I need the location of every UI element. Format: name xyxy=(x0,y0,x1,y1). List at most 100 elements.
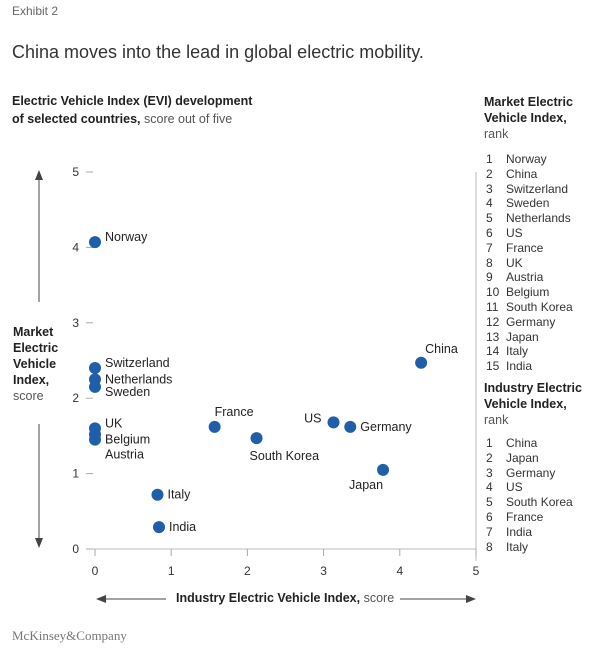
market-rank-item: 8 UK xyxy=(486,256,573,271)
point-label: Netherlands xyxy=(105,372,172,386)
industry-rank-heading-line2: Vehicle Index, xyxy=(484,397,567,411)
chart-title-line2: of selected countries, score out of five xyxy=(12,110,252,128)
industry-rank-item: 4 US xyxy=(486,480,573,495)
left-arrow-icon xyxy=(96,595,106,603)
rank-country: Switzerland xyxy=(506,181,569,196)
x-axis-label: Industry Electric Vehicle Index, score xyxy=(176,591,394,605)
y-axis-label-line4: Index, xyxy=(13,373,50,387)
rank-country: Norway xyxy=(506,152,547,166)
data-point-austria xyxy=(89,433,101,446)
headline: China moves into the lead in global elec… xyxy=(12,42,424,62)
market-rank-item: 15 India xyxy=(486,359,573,374)
rank-country: France xyxy=(506,240,544,255)
rank-number: 10 xyxy=(486,285,500,300)
rank-country: Japan xyxy=(506,450,539,465)
industry-rank-item: 7 India xyxy=(486,525,573,540)
point-label: Austria xyxy=(105,448,144,462)
y-tick-label: 5 xyxy=(72,165,79,179)
industry-rank-item: 3 Germany xyxy=(486,466,573,481)
rank-country: France xyxy=(506,509,544,524)
x-tick-label: 2 xyxy=(244,564,251,578)
point-label: US xyxy=(304,411,321,425)
rank-number: 3 xyxy=(486,181,493,196)
rank-number: 6 xyxy=(486,225,493,240)
market-rank-heading: Market Electric Vehicle Index, rank xyxy=(484,94,573,142)
rank-number: 8 xyxy=(486,255,493,270)
rank-number: 5 xyxy=(486,495,493,510)
x-tick-label: 1 xyxy=(168,564,175,578)
market-rank-item: 12 Germany xyxy=(486,315,573,330)
market-rank-heading-line3: rank xyxy=(484,127,509,141)
industry-rank-heading: Industry Electric Vehicle Index, rank xyxy=(484,380,582,428)
point-label: China xyxy=(425,342,458,356)
rank-country: UK xyxy=(506,255,523,270)
rank-number: 9 xyxy=(486,270,493,285)
rank-country: South Korea xyxy=(506,299,573,314)
rank-number: 7 xyxy=(486,240,493,255)
data-point-italy xyxy=(151,488,164,501)
point-label: Norway xyxy=(105,230,148,244)
x-tick-label: 4 xyxy=(396,564,403,578)
industry-rank-item: 8 Italy xyxy=(486,540,573,555)
chart-title: Electric Vehicle Index (EVI) development… xyxy=(12,92,252,128)
market-rank-item: 3 Switzerland xyxy=(486,182,573,197)
rank-number: 11 xyxy=(486,299,499,314)
data-point-us xyxy=(327,416,340,429)
up-arrow-icon xyxy=(35,170,43,180)
rank-number: 4 xyxy=(486,196,493,211)
x-axis-label-bold: Industry Electric Vehicle Index, xyxy=(176,591,361,605)
brand-logo: McKinsey&Company xyxy=(12,628,127,643)
rank-country: India xyxy=(506,359,533,374)
industry-rank-heading-line1: Industry Electric xyxy=(484,381,582,395)
rank-country: Belgium xyxy=(506,285,550,300)
down-arrow-icon xyxy=(35,538,43,548)
point-label: UK xyxy=(105,416,123,430)
market-rank-item: 7 France xyxy=(486,241,573,256)
market-rank-item: 9 Austria xyxy=(486,270,573,285)
rank-country: China xyxy=(506,436,538,450)
rank-number: 13 xyxy=(486,329,500,344)
rank-number: 1 xyxy=(486,436,493,450)
market-rank-item: 11 South Korea xyxy=(486,300,573,315)
rank-country: Japan xyxy=(506,329,539,344)
market-rank-item: 10 Belgium xyxy=(486,285,573,300)
y-tick-label: 1 xyxy=(72,467,79,481)
y-axis-label-line2: Electric xyxy=(13,341,59,355)
point-label: South Korea xyxy=(250,449,320,463)
rank-country: US xyxy=(506,225,523,240)
x-axis-label-rest: score xyxy=(360,591,395,605)
point-label: France xyxy=(215,405,254,419)
rank-number: 6 xyxy=(486,509,493,524)
right-arrow-icon xyxy=(466,595,476,603)
rank-country: Italy xyxy=(506,344,529,359)
market-rank-item: 6 US xyxy=(486,226,573,241)
industry-rank-item: 5 South Korea xyxy=(486,495,573,510)
market-rank-item: 1 Norway xyxy=(486,152,573,167)
market-rank-item: 5 Netherlands xyxy=(486,211,573,226)
point-label: Switzerland xyxy=(105,356,170,370)
rank-number: 14 xyxy=(486,344,500,359)
rank-country: India xyxy=(506,524,533,539)
rank-number: 1 xyxy=(486,152,493,166)
data-point-south-korea xyxy=(250,432,263,445)
y-tick-label: 4 xyxy=(72,240,79,254)
rank-country: Sweden xyxy=(506,196,550,211)
x-tick-label: 3 xyxy=(320,564,327,578)
market-rank-item: 4 Sweden xyxy=(486,196,573,211)
point-label: Italy xyxy=(167,488,191,502)
chart-title-line2-rest: score out of five xyxy=(140,112,233,126)
y-axis-label: Market Electric Vehicle Index, score xyxy=(13,324,58,404)
rank-country: Germany xyxy=(506,314,556,329)
rank-number: 4 xyxy=(486,480,493,495)
rank-country: China xyxy=(506,166,538,181)
y-axis-label-line1: Market xyxy=(13,325,54,339)
rank-country: Netherlands xyxy=(506,211,571,226)
y-tick-label: 3 xyxy=(72,316,79,330)
industry-rank-heading-line3: rank xyxy=(484,413,509,427)
industry-rank-item: 2 Japan xyxy=(486,451,573,466)
market-rank-item: 2 China xyxy=(486,167,573,182)
exhibit-label: Exhibit 2 xyxy=(12,4,59,18)
rank-number: 7 xyxy=(486,524,493,539)
y-tick-label: 2 xyxy=(72,391,79,405)
data-point-china xyxy=(415,356,428,369)
